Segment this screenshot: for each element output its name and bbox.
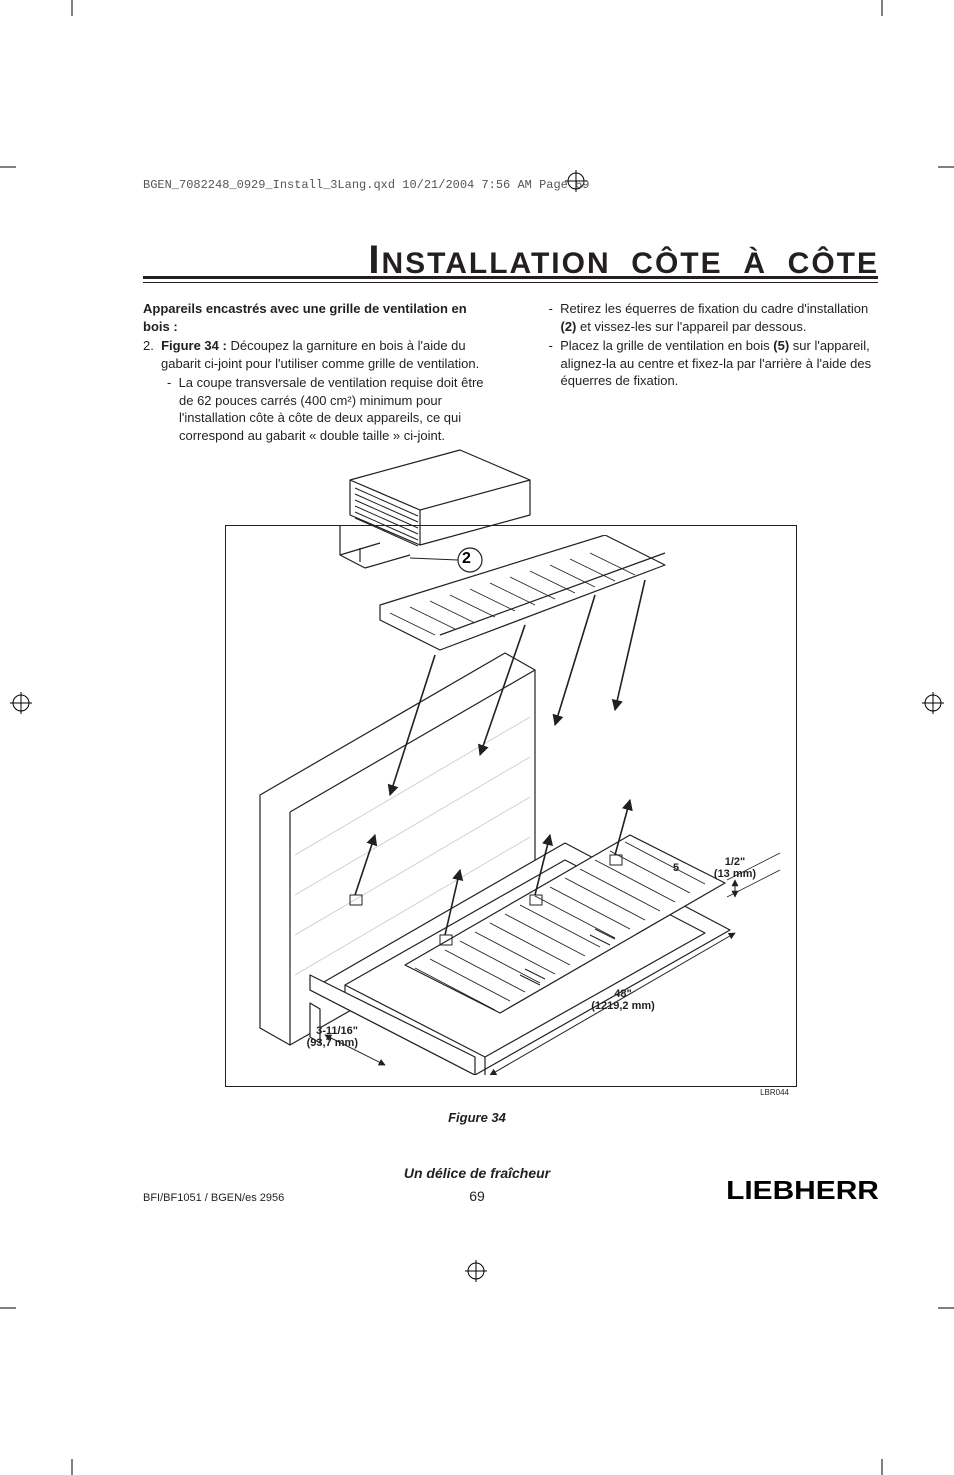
figure-caption: Figure 34 [0, 1110, 954, 1125]
callout-label: 5 [673, 862, 679, 874]
dimension-label: 48"(1219,2 mm) [578, 988, 668, 1012]
registration-mark-icon [922, 692, 944, 714]
crop-mark [930, 1296, 954, 1320]
figure-code: LBR044 [760, 1088, 789, 1097]
crop-mark [60, 0, 84, 24]
brand-logo: LIEBHERR [726, 1175, 879, 1206]
registration-mark-icon [465, 1260, 487, 1282]
section-heading: Appareils encastrés avec une grille de v… [143, 300, 497, 335]
figure-main [235, 535, 785, 1075]
crop-mark [60, 1451, 84, 1475]
crop-mark [0, 155, 24, 179]
crop-mark [930, 155, 954, 179]
list-item: - La coupe transversale de ventilation r… [143, 374, 497, 444]
dimension-label: 1/2"(13 mm) [700, 856, 770, 880]
print-header: BGEN_7082248_0929_Install_3Lang.qxd 10/2… [143, 178, 878, 192]
rule [143, 282, 878, 283]
right-column: - Retirez les équerres de fixation du ca… [525, 300, 879, 446]
body-columns: Appareils encastrés avec une grille de v… [143, 300, 878, 446]
list-item: 2. Figure 34 : Découpez la garniture en … [143, 337, 497, 372]
page: BGEN_7082248_0929_Install_3Lang.qxd 10/2… [0, 0, 954, 1475]
crop-mark [0, 1296, 24, 1320]
crop-mark [870, 0, 894, 24]
registration-mark-icon [10, 692, 32, 714]
crop-mark [870, 1451, 894, 1475]
list-item: - Retirez les équerres de fixation du ca… [525, 300, 879, 335]
rule [143, 276, 878, 279]
left-column: Appareils encastrés avec une grille de v… [143, 300, 497, 446]
list-item: - Placez la grille de ventilation en boi… [525, 337, 879, 390]
dimension-label: 3-11/16"(93,7 mm) [278, 1025, 358, 1049]
